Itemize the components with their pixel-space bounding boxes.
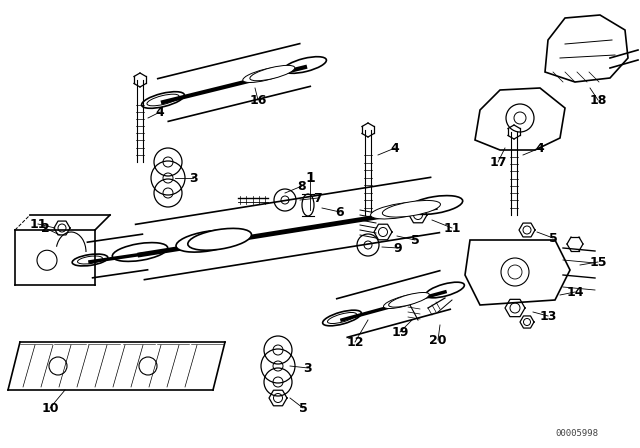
Text: 16: 16	[250, 94, 267, 107]
Text: 18: 18	[589, 94, 607, 107]
Text: 00005998: 00005998	[555, 429, 598, 438]
Ellipse shape	[188, 228, 252, 250]
Text: 19: 19	[391, 326, 409, 339]
Text: 10: 10	[41, 401, 59, 414]
Text: 12: 12	[346, 336, 364, 349]
Text: 11: 11	[444, 221, 461, 234]
Text: 4: 4	[156, 105, 164, 119]
Text: 3: 3	[189, 172, 197, 185]
Text: 4: 4	[536, 142, 545, 155]
Text: 7: 7	[314, 191, 323, 204]
Ellipse shape	[243, 67, 288, 82]
Ellipse shape	[388, 293, 429, 307]
Text: 3: 3	[304, 362, 312, 375]
Ellipse shape	[176, 230, 240, 252]
Text: 9: 9	[394, 241, 403, 254]
Text: 8: 8	[298, 180, 307, 193]
Text: 20: 20	[429, 333, 447, 346]
Text: 6: 6	[336, 206, 344, 219]
Text: 5: 5	[299, 401, 307, 414]
Text: 13: 13	[540, 310, 557, 323]
Text: 15: 15	[589, 255, 607, 268]
Text: 11: 11	[29, 217, 47, 231]
Text: 14: 14	[566, 285, 584, 298]
Text: 4: 4	[390, 142, 399, 155]
Text: 5: 5	[548, 232, 557, 245]
Text: 1: 1	[305, 171, 315, 185]
Text: 2: 2	[40, 221, 49, 234]
Text: 17: 17	[489, 155, 507, 168]
Ellipse shape	[383, 294, 424, 309]
Ellipse shape	[371, 202, 429, 219]
Ellipse shape	[382, 200, 440, 217]
Ellipse shape	[250, 65, 295, 81]
Text: 5: 5	[411, 233, 419, 246]
